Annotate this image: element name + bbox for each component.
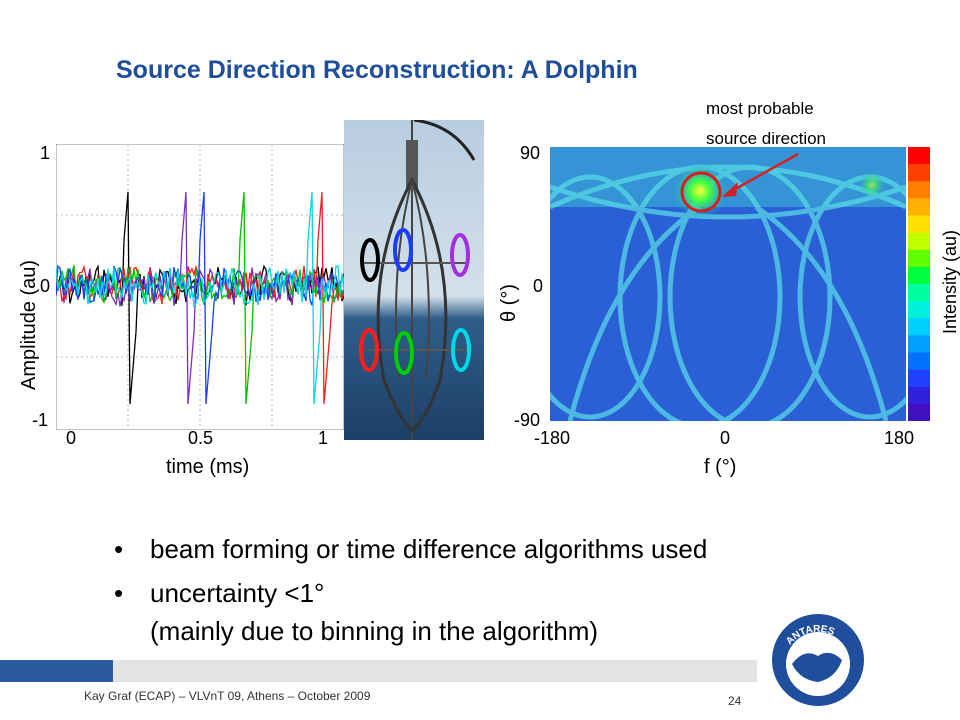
cable: [413, 118, 476, 161]
colorbar-step: [908, 403, 930, 422]
colorbar-step: [908, 164, 930, 182]
phi-tick-neg180: -180: [534, 428, 571, 448]
logo-globe-shape: [792, 652, 842, 682]
colorbar-step: [908, 198, 930, 217]
skymap-plot: [517, 147, 943, 430]
bullet-dot: •: [114, 534, 124, 564]
hydrophone-ring-cyan: [451, 328, 471, 372]
footer-bar-accent: [0, 660, 113, 682]
waveform-trace: [55, 191, 345, 405]
frame: [376, 176, 448, 432]
colorbar-step: [908, 266, 930, 285]
page-number: 24: [728, 694, 742, 708]
intensity-colorbar: [908, 147, 930, 422]
colorbar-step: [908, 232, 930, 251]
colorbar-step: [908, 249, 930, 268]
bullet-dot: •: [114, 578, 124, 608]
container: [406, 140, 418, 190]
colorbar-step: [908, 284, 930, 302]
theta-tick-0: 0: [533, 276, 544, 296]
annotation-line-2: source direction: [706, 129, 827, 148]
hydrophone-photo-svg: [344, 118, 484, 440]
time-tick-05: 0.5: [188, 428, 214, 448]
phi-tick-180: 180: [884, 428, 915, 448]
annotation-line-1: most probable: [706, 99, 814, 118]
bullet-text: beam forming or time difference algorith…: [150, 534, 708, 564]
colorbar-step: [908, 301, 930, 319]
slide-title: Source Direction Reconstruction: A Dolph…: [116, 56, 638, 84]
colorbar-step: [908, 147, 930, 165]
theta-tick-neg90: -90: [514, 410, 541, 430]
bullet-item: • beam forming or time difference algori…: [114, 530, 874, 568]
amp-tick-bottom: -1: [32, 410, 49, 430]
skymap-secondary-spot: [858, 171, 886, 199]
hydrophone-ring-purple: [450, 233, 470, 277]
theta-tick-90: 90: [520, 143, 541, 163]
phi-tick-0: 0: [720, 428, 731, 448]
annotation-arrow: [722, 152, 799, 197]
colorbar-step: [908, 335, 930, 354]
hydrophone-ring-blue: [393, 228, 413, 272]
bullet-list: • beam forming or time difference algori…: [114, 530, 874, 656]
colorbar-step: [908, 386, 930, 405]
colorbar-step: [908, 318, 930, 336]
hydrophone-rings: [359, 228, 471, 375]
intensity-label: Intensity (au): [940, 229, 960, 334]
bullet-item: • uncertainty <1° (mainly due to binning…: [114, 574, 874, 650]
amp-tick-mid: 0: [40, 276, 51, 296]
waveform-traces: [55, 191, 345, 405]
waveform-plot: [55, 143, 345, 431]
colorbar-step: [908, 215, 930, 234]
waveform-plot-frame: [55, 143, 345, 431]
antares-logo-svg: ANTARES: [772, 614, 864, 706]
bullet-subtext: (mainly due to binning in the algorithm): [150, 616, 599, 646]
colorbar-step: [908, 369, 930, 388]
amplitude-axis-label: Amplitude (au): [18, 259, 40, 390]
hydrophone-ring-black: [360, 238, 380, 282]
colorbar-step: [908, 352, 930, 371]
hydrophone-photo: [344, 118, 484, 440]
time-tick-0: 0: [66, 428, 77, 448]
theta-axis-label: θ (°): [498, 284, 520, 322]
source-marker-circle: [680, 171, 722, 213]
time-tick-1: 1: [318, 428, 329, 448]
hydrophone-ring-red: [359, 328, 379, 372]
skymap-svg: [517, 147, 943, 430]
amp-tick-top: 1: [40, 143, 51, 163]
phi-axis-label: f (°): [704, 456, 737, 478]
bullet-text: uncertainty <1°: [150, 578, 325, 608]
antares-logo: ANTARES: [770, 612, 866, 708]
footer-bar: [113, 660, 757, 682]
time-axis-label: time (ms): [166, 456, 250, 478]
colorbar-svg: [908, 147, 930, 422]
source-direction-annotation: most probable source direction: [706, 94, 906, 154]
colorbar-steps: [908, 147, 930, 422]
colorbar-step: [908, 181, 930, 199]
waveform-plot-svg: [55, 143, 345, 431]
footer-text: Kay Graf (ECAP) – VLVnT 09, Athens – Oct…: [84, 689, 371, 703]
hydrophone-ring-green: [394, 331, 414, 375]
